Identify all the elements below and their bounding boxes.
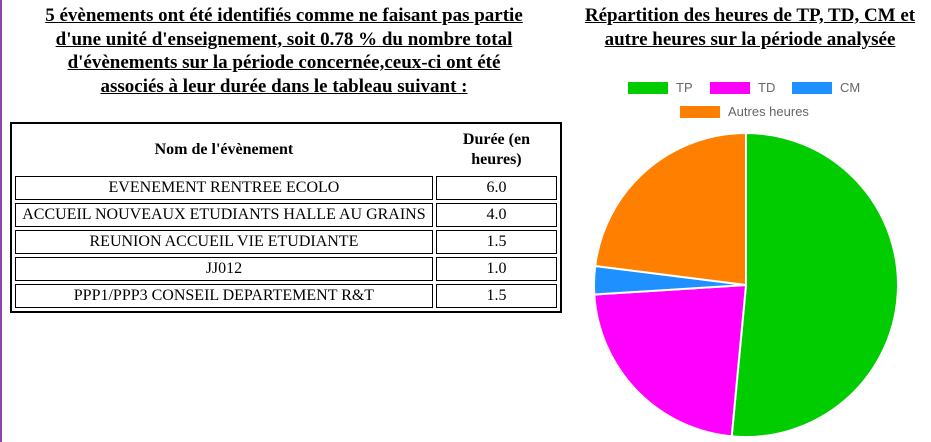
summary-line-3: d'évènements sur la période concernée,ce… xyxy=(67,52,501,73)
events-summary-heading: 5 évènements ont été identifiés comme ne… xyxy=(14,4,554,98)
legend-swatch-tp xyxy=(628,81,668,94)
event-duration-cell: 1.5 xyxy=(435,230,557,254)
legend-item-autres[interactable]: Autres heures xyxy=(680,104,809,119)
summary-line-2: d'une unité d'enseignement, soit 0.78 % … xyxy=(55,28,513,50)
summary-line-4: associés à leur durée dans le tableau su… xyxy=(100,75,468,97)
event-duration-cell: 6.0 xyxy=(435,176,557,200)
pie-slice-td[interactable] xyxy=(593,283,748,438)
chart-heading-line-2: autre heures sur la période analysée xyxy=(604,28,896,50)
event-duration-cell: 4.0 xyxy=(435,203,557,227)
chart-legend: TP TD CM Autres heures xyxy=(590,78,910,128)
table-header-row: Nom de l'évènement Durée (en heures) xyxy=(15,127,557,173)
chart-heading: Répartition des heures de TP, TD, CM et … xyxy=(560,4,931,51)
table-row: PPP1/PPP3 CONSEIL DEPARTEMENT R&T 1.5 xyxy=(15,284,557,308)
legend-swatch-autres xyxy=(680,105,720,118)
legend-item-tp[interactable]: TP xyxy=(628,80,693,95)
table-row: REUNION ACCUEIL VIE ETUDIANTE 1.5 xyxy=(15,230,557,254)
chart-heading-line-1: Répartition des heures de TP, TD, CM et xyxy=(584,5,916,26)
summary-line-1: 5 évènements ont été identifiés comme ne… xyxy=(45,5,523,26)
header-duration: Durée (en heures) xyxy=(436,127,557,173)
event-name-cell: EVENEMENT RENTREE ECOLO xyxy=(15,176,433,200)
event-name-cell: JJ012 xyxy=(15,257,433,281)
pie-slice-autres-heures[interactable] xyxy=(594,131,747,287)
event-name-cell: PPP1/PPP3 CONSEIL DEPARTEMENT R&T xyxy=(15,284,433,308)
legend-item-cm[interactable]: CM xyxy=(792,80,860,95)
header-event-name: Nom de l'évènement xyxy=(154,141,294,158)
header-duration-line-1: Durée (en xyxy=(462,131,530,148)
event-duration-cell: 1.0 xyxy=(435,257,557,281)
legend-label-td: TD xyxy=(758,80,776,95)
table-row: JJ012 1.0 xyxy=(15,257,557,281)
left-accent-border xyxy=(0,0,2,442)
legend-label-tp: TP xyxy=(676,80,693,95)
legend-item-td[interactable]: TD xyxy=(710,80,775,95)
event-name-cell: REUNION ACCUEIL VIE ETUDIANTE xyxy=(15,230,433,254)
legend-swatch-td xyxy=(710,81,750,94)
legend-label-autres: Autres heures xyxy=(728,104,809,119)
legend-swatch-cm xyxy=(792,81,832,94)
event-name-cell: ACCUEIL NOUVEAUX ETUDIANTS HALLE AU GRAI… xyxy=(15,203,433,227)
pie-chart xyxy=(593,131,899,438)
table-row: ACCUEIL NOUVEAUX ETUDIANTS HALLE AU GRAI… xyxy=(15,203,557,227)
event-duration-cell: 1.5 xyxy=(435,284,557,308)
table-row: EVENEMENT RENTREE ECOLO 6.0 xyxy=(15,176,557,200)
pie-slice-tp[interactable] xyxy=(730,131,899,438)
header-duration-line-2: heures) xyxy=(471,151,522,168)
events-table: Nom de l'évènement Durée (en heures) EVE… xyxy=(10,122,562,313)
legend-label-cm: CM xyxy=(840,80,861,95)
